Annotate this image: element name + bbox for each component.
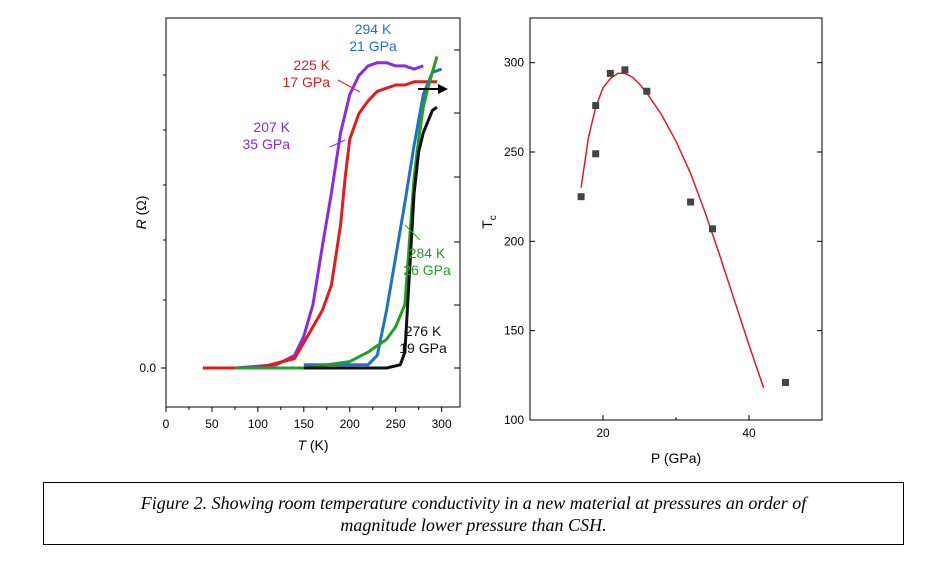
- series-line-2: [202, 80, 437, 370]
- series-line-5: [303, 105, 438, 370]
- x-axis-label-symbol: T: [297, 437, 307, 453]
- data-point: [782, 378, 789, 386]
- y-tick-label: 100: [504, 413, 524, 427]
- caption-line-2: magnitude lower pressure than CSH.: [340, 515, 607, 535]
- tc-pressure-chart: 20 40 100 150 200 250 300 P (GPa) Tc: [479, 17, 823, 466]
- x-axis-label-unit: (K): [306, 437, 329, 453]
- data-point: [643, 87, 651, 95]
- y-axis-label-sub: c: [488, 215, 499, 220]
- x-tick-label: 300: [432, 417, 452, 431]
- annotation-temp: 207 K: [253, 119, 290, 135]
- annotation-arrow: [337, 79, 361, 93]
- figure: 0 50 100 150 200 250 300 0.0 T (K) R (Ω) 207 K35 G…: [133, 17, 823, 466]
- annotation-temp: 284 K: [409, 245, 446, 261]
- data-point: [621, 66, 629, 74]
- data-point: [687, 198, 695, 206]
- x-tick-label: 100: [248, 417, 268, 431]
- figure-caption: Figure 2. Showing room temperature condu…: [43, 482, 904, 545]
- y-axis-label-symbol: R: [133, 219, 149, 229]
- plot-frame: [165, 17, 461, 408]
- x-tick-label: 0: [163, 417, 170, 431]
- y-tick-label: 300: [504, 56, 524, 70]
- y-axis-label-main: T: [479, 220, 495, 229]
- x-tick-label: 40: [742, 426, 756, 440]
- caption-line-1: Figure 2. Showing room temperature condu…: [140, 493, 807, 513]
- y-tick-label: 150: [504, 324, 524, 338]
- annotation-pressure: 35 GPa: [243, 136, 291, 152]
- data-point: [592, 102, 600, 110]
- annotation-arrow: [329, 139, 346, 148]
- x-tick-label: 50: [205, 417, 219, 431]
- resistance-chart: 0 50 100 150 200 250 300 0.0 T (K) R (Ω) 207 K35 G…: [133, 17, 461, 453]
- y-axis-label: Tc: [479, 215, 499, 229]
- annotation-pressure: 26 GPa: [403, 262, 451, 278]
- data-point: [606, 69, 614, 77]
- y-tick-label: 200: [504, 234, 524, 248]
- x-axis-label: T (K): [297, 437, 328, 453]
- annotation-pressure: 17 GPa: [283, 74, 331, 90]
- x-tick-label: 150: [294, 417, 314, 431]
- series-line-1: [234, 61, 424, 370]
- annotation-temp: 225 K: [293, 57, 330, 73]
- fit-line: [580, 72, 765, 389]
- data-point: [709, 225, 716, 233]
- annotation-arrow: [404, 224, 421, 241]
- annotation-temp: 294 K: [355, 21, 392, 37]
- annotation-pressure: 21 GPa: [349, 38, 397, 54]
- y-axis-label-unit: (Ω): [133, 196, 149, 220]
- y-tick-label: 250: [504, 145, 524, 159]
- x-tick-label: 20: [596, 426, 610, 440]
- data-point: [592, 150, 600, 158]
- x-tick-label: 200: [340, 417, 360, 431]
- y-tick-label: 0.0: [139, 361, 156, 375]
- annotation-pressure: 19 GPa: [399, 340, 447, 356]
- data-point: [577, 193, 585, 201]
- series-line-4: [234, 55, 439, 370]
- y-axis-label: R (Ω): [133, 196, 149, 230]
- annotation-temp: 276 K: [405, 323, 442, 339]
- axis-arrow-head: [438, 84, 448, 94]
- x-axis-label: P (GPa): [651, 450, 701, 466]
- plot-frame: [529, 17, 823, 421]
- x-tick-label: 250: [386, 417, 406, 431]
